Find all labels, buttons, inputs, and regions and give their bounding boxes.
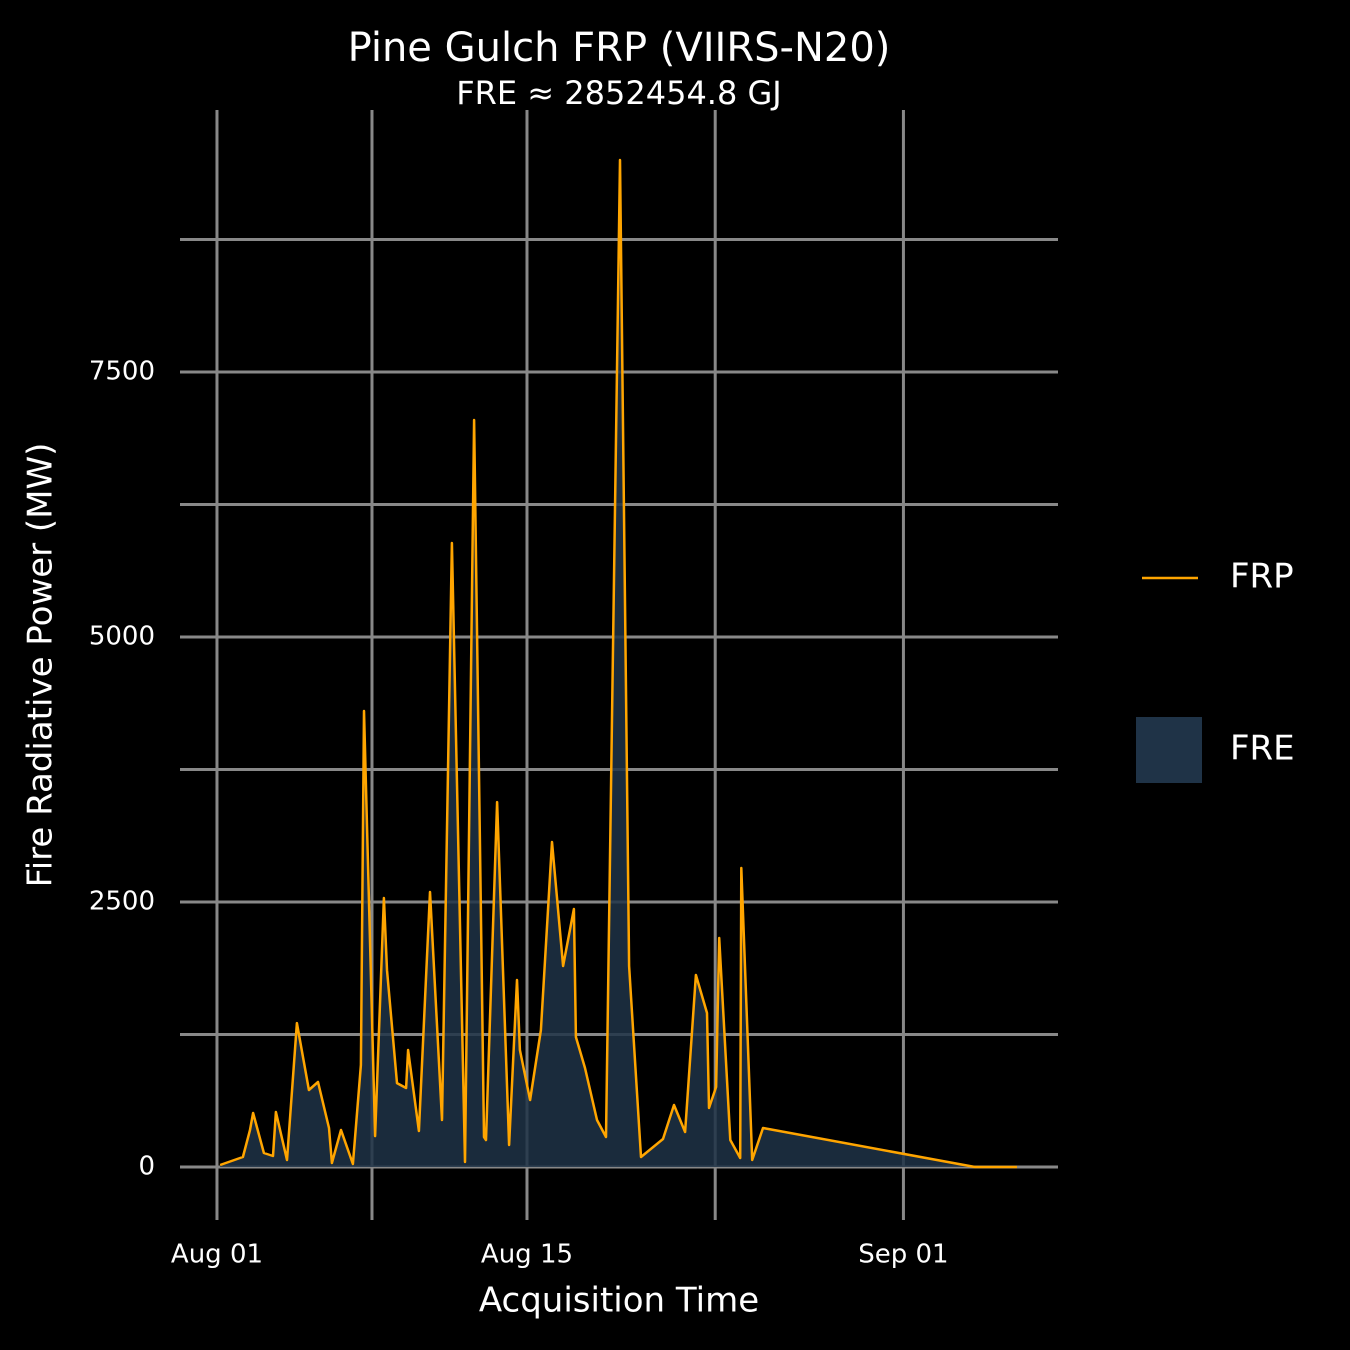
legend-swatch	[1136, 717, 1202, 783]
chart-title: Pine Gulch FRP (VIIRS-N20)	[348, 25, 891, 71]
x-axis-label: Acquisition Time	[479, 1281, 759, 1321]
legend-label: FRE	[1230, 729, 1295, 769]
y-tick-label: 7500	[89, 357, 155, 387]
area	[220, 160, 1018, 1168]
line	[219, 158, 1017, 1169]
x-tick-label: Aug 15	[481, 1240, 573, 1270]
y-tick-label: 2500	[89, 887, 155, 917]
x-tick-label: Aug 01	[171, 1240, 263, 1270]
x-tick-label: Sep 01	[858, 1240, 948, 1270]
legend-label: FRP	[1230, 557, 1294, 597]
y-tick-label: 0	[138, 1152, 155, 1182]
chart-subtitle: FRE ≈ 2852454.8 GJ	[456, 74, 781, 112]
y-tick-label: 5000	[89, 622, 155, 652]
y-axis-label: Fire Radiative Power (MW)	[21, 443, 61, 888]
